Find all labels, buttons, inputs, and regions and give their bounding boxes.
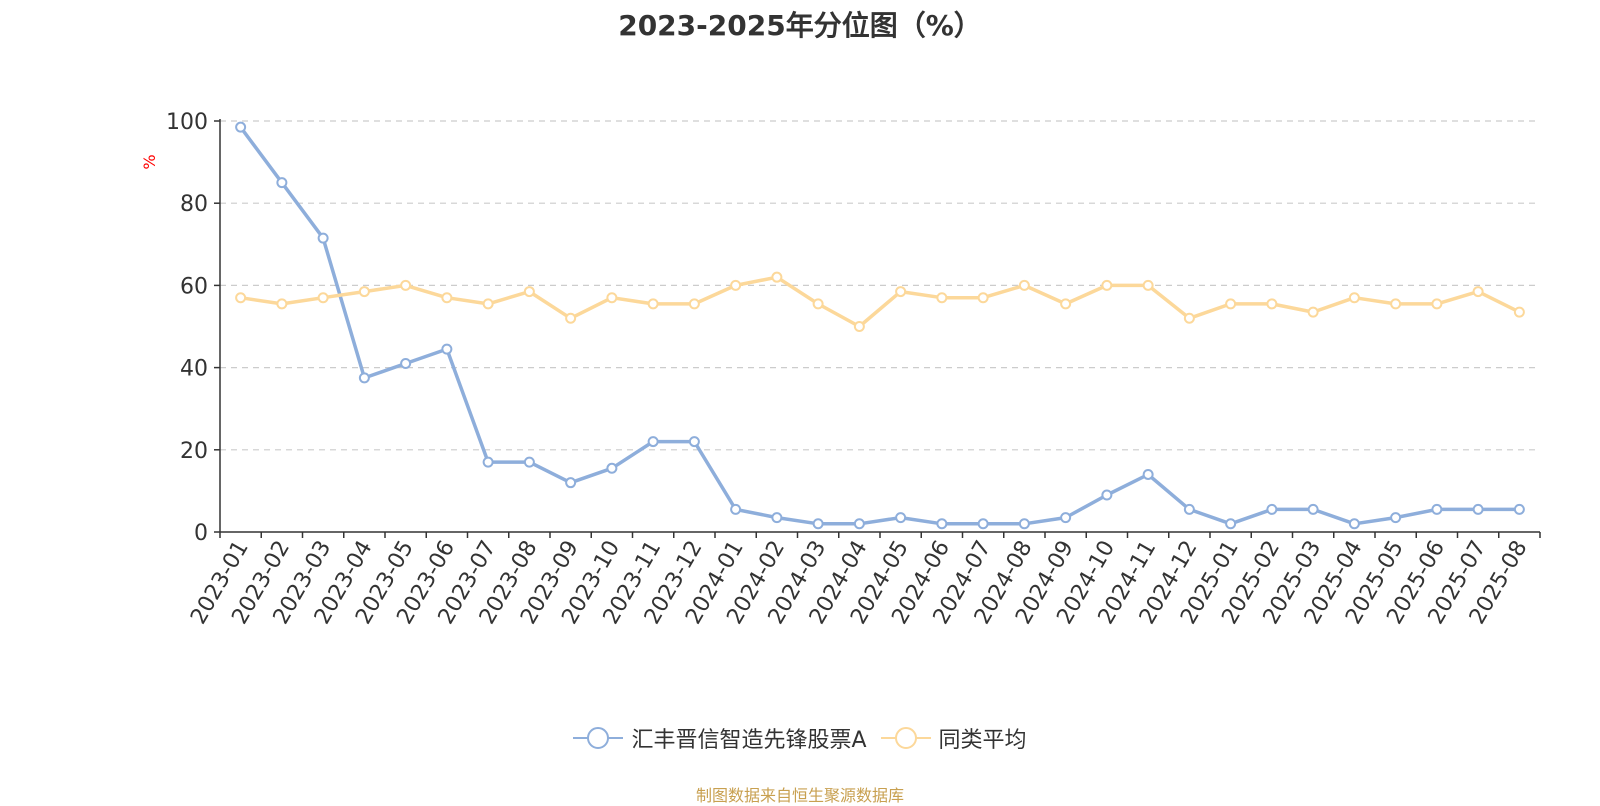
data-point-series-1 <box>235 292 247 304</box>
y-tick-labels: 0 20 40 60 80 100 <box>166 110 208 546</box>
data-point-series-1 <box>1101 279 1113 291</box>
data-point-series-1 <box>895 286 907 298</box>
data-point-series-1 <box>358 286 370 298</box>
data-point-series-0 <box>895 512 907 524</box>
data-point-series-0 <box>1266 503 1278 515</box>
legend-label-average: 同类平均 <box>938 728 1027 753</box>
data-point-series-0 <box>1101 489 1113 501</box>
data-point-series-1 <box>1513 306 1525 318</box>
source-note: 制图数据来自恒生聚源数据库 <box>695 786 904 805</box>
legend: 汇丰晋信智造先锋股票A 同类平均 <box>0 722 1600 754</box>
series-line-1 <box>240 275 1521 329</box>
data-point-series-1 <box>441 292 453 304</box>
data-point-series-1 <box>482 298 494 310</box>
data-point-series-0 <box>1183 503 1195 515</box>
data-point-series-1 <box>400 279 412 291</box>
y-tick-label: 60 <box>180 274 208 299</box>
data-point-series-0 <box>936 518 948 530</box>
x-tick-labels: 2023-012023-022023-032023-042023-052023-… <box>186 537 1532 629</box>
legend-swatch-fund <box>573 727 624 749</box>
legend-item-average[interactable]: 同类平均 <box>880 722 1027 754</box>
data-point-series-1 <box>565 312 577 324</box>
data-point-series-0 <box>358 372 370 384</box>
data-point-series-1 <box>977 292 989 304</box>
data-point-series-0 <box>400 357 412 369</box>
data-point-series-0 <box>730 503 742 515</box>
legend-label-fund: 汇丰晋信智造先锋股票A <box>631 728 867 753</box>
data-point-series-1 <box>1307 306 1319 318</box>
data-point-series-1 <box>730 279 742 291</box>
data-point-series-0 <box>565 477 577 489</box>
data-point-series-1 <box>771 271 783 283</box>
data-point-series-1 <box>853 321 865 332</box>
data-point-series-0 <box>1225 518 1237 530</box>
data-point-series-0 <box>771 512 783 524</box>
data-point-series-1 <box>1018 279 1030 291</box>
y-tick-label: 40 <box>180 357 208 382</box>
data-point-series-0 <box>1472 503 1484 515</box>
data-point-series-1 <box>1142 279 1154 291</box>
y-tick-label: 100 <box>166 110 208 135</box>
legend-item-fund[interactable]: 汇丰晋信智造先锋股票A <box>573 722 867 754</box>
data-point-series-1 <box>1348 292 1360 304</box>
data-point-series-0 <box>1060 512 1072 524</box>
data-point-series-1 <box>936 292 948 304</box>
data-point-series-1 <box>812 298 824 310</box>
data-point-series-0 <box>317 232 329 244</box>
y-tick-label: 80 <box>180 192 208 217</box>
axes <box>214 119 1541 538</box>
data-point-series-0 <box>812 518 824 530</box>
data-point-series-1 <box>1183 312 1195 324</box>
series-line-0 <box>239 126 1520 526</box>
data-point-series-1 <box>647 298 659 310</box>
y-tick-label: 20 <box>180 439 208 464</box>
data-point-series-0 <box>1018 518 1030 530</box>
data-point-series-0 <box>235 121 247 133</box>
y-tick-label: 0 <box>194 521 208 546</box>
data-point-series-1 <box>1266 298 1278 310</box>
legend-swatch-average <box>880 727 931 749</box>
data-point-series-1 <box>1472 286 1484 298</box>
data-point-series-1 <box>606 292 618 304</box>
data-point-series-0 <box>1431 503 1443 515</box>
chart-title: 2023-2025年分位图（%） <box>618 9 982 42</box>
data-point-series-0 <box>688 436 700 448</box>
data-point-series-0 <box>1142 468 1154 480</box>
data-point-series-1 <box>1390 298 1402 310</box>
data-point-series-1 <box>1060 298 1072 310</box>
data-point-series-1 <box>523 286 535 298</box>
series-lines <box>235 121 1525 530</box>
y-axis-label: % <box>140 154 159 169</box>
data-point-series-0 <box>276 177 288 189</box>
data-point-series-0 <box>1390 512 1402 524</box>
data-point-series-0 <box>482 456 494 468</box>
grid-lines <box>220 120 1540 451</box>
data-point-series-1 <box>1431 298 1443 310</box>
data-point-series-0 <box>1307 503 1319 515</box>
data-point-series-0 <box>523 456 535 468</box>
data-point-series-1 <box>688 298 700 310</box>
data-point-series-1 <box>317 292 329 304</box>
data-point-series-0 <box>853 518 865 530</box>
data-point-series-0 <box>647 436 659 448</box>
data-point-series-0 <box>1513 503 1525 515</box>
data-point-series-0 <box>441 343 453 355</box>
data-point-series-0 <box>977 518 989 530</box>
data-point-series-0 <box>1348 518 1360 530</box>
data-point-series-1 <box>276 298 288 310</box>
data-point-series-1 <box>1225 298 1237 310</box>
data-point-series-0 <box>606 462 618 474</box>
